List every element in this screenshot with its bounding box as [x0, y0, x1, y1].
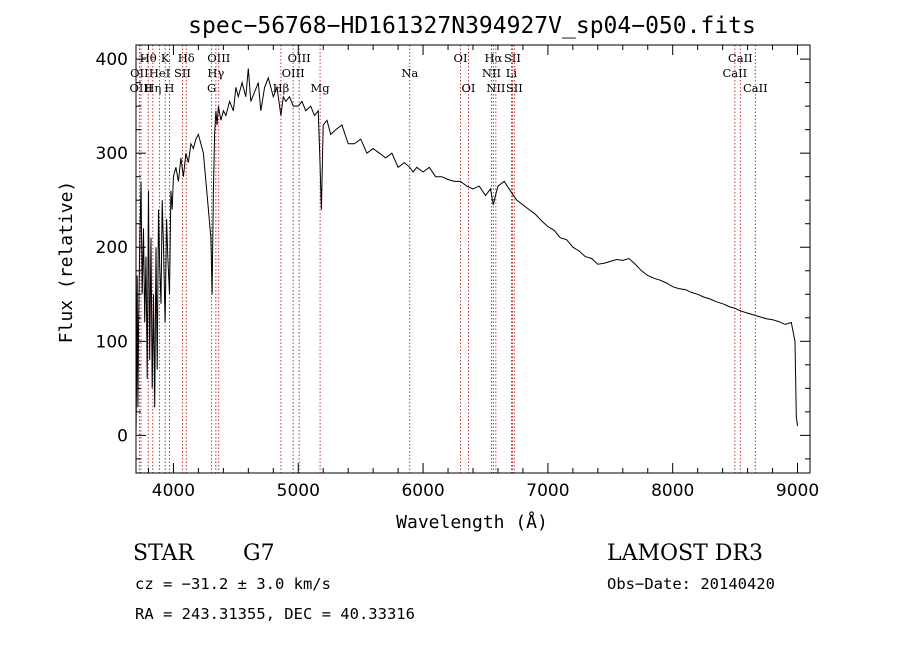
line-label-6: HeI	[149, 66, 170, 80]
line-label-11: G	[207, 81, 216, 95]
y-tick-label-3: 300	[96, 144, 128, 164]
chart-title: spec−56768−HD161327N394927V_sp04−050.fit…	[188, 13, 756, 39]
line-label-10: Hγ	[207, 66, 224, 80]
line-label-21: NII	[482, 66, 501, 80]
x-tick-label-4: 8000	[651, 481, 694, 501]
y-tick-label-4: 400	[96, 50, 128, 70]
x-tick-label-5: 9000	[776, 481, 819, 501]
line-label-19: Hα	[484, 51, 502, 65]
x-tick-label-2: 6000	[401, 481, 444, 501]
x-tick-label-0: 4000	[152, 481, 195, 501]
survey-name: LAMOST DR3	[607, 541, 763, 566]
x-tick-label-1: 5000	[277, 481, 320, 501]
line-label-24: SII	[506, 81, 523, 95]
line-label-13: OIII	[282, 66, 305, 80]
line-label-27: CaII	[743, 81, 768, 95]
line-label-3: K	[161, 51, 170, 65]
line-label-14: Hβ	[273, 81, 290, 95]
spectrum-trace	[135, 68, 798, 436]
line-label-12: OIII	[288, 51, 311, 65]
y-tick-label-0: 0	[117, 426, 128, 446]
line-label-23: NII	[486, 81, 505, 95]
line-label-8: SII	[174, 66, 191, 80]
x-axis-label: Wavelength (Å)	[396, 511, 548, 533]
coordinates: RA = 243.31355, DEC = 40.33316	[135, 605, 415, 623]
y-tick-label-1: 100	[96, 332, 128, 352]
x-tick-label-3: 7000	[526, 481, 569, 501]
line-label-5: Hη	[144, 81, 161, 95]
line-label-16: Na	[401, 66, 418, 80]
object-class: STAR	[133, 541, 195, 566]
line-label-26: CaII	[722, 66, 747, 80]
line-label-17: OI	[454, 51, 468, 65]
redshift-cz: cz = −31.2 ± 3.0 km/s	[135, 575, 331, 593]
line-label-20: SII	[504, 51, 521, 65]
line-label-18: OI	[462, 81, 476, 95]
obs-date: Obs−Date: 20140420	[607, 575, 775, 593]
y-axis-label: Flux (relative)	[56, 181, 77, 344]
plot-frame	[135, 44, 811, 474]
line-label-4: Hδ	[178, 51, 195, 65]
line-label-15: Mg	[311, 81, 331, 95]
line-label-25: CaII	[728, 51, 753, 65]
line-label-1: OII	[130, 66, 149, 80]
line-label-2: OIII	[129, 81, 152, 95]
line-label-22: Li	[506, 66, 518, 80]
line-label-7: H	[164, 81, 174, 95]
line-label-9: OIII	[207, 51, 230, 65]
object-subclass: G7	[243, 541, 275, 566]
line-label-0: Hθ	[140, 51, 157, 65]
y-tick-label-2: 200	[96, 238, 128, 258]
